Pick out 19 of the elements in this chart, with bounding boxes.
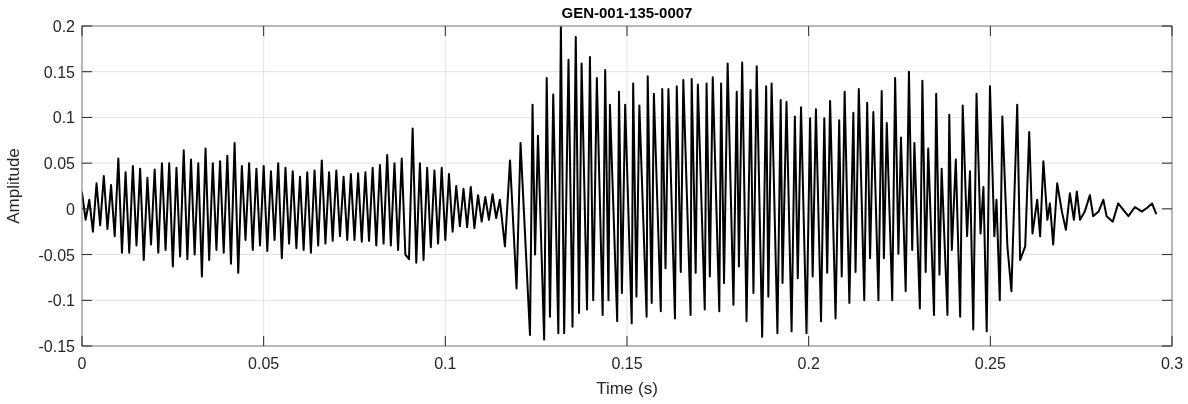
y-tick-label: 0 (66, 200, 76, 218)
x-tick-label: 0.2 (797, 355, 820, 372)
x-tick-label: 0.05 (248, 355, 280, 372)
y-tick-label: 0.15 (43, 63, 76, 81)
x-tick-label: 0.1 (434, 355, 457, 372)
y-axis-title: Amplitude (4, 148, 23, 224)
line-series (82, 25, 1158, 341)
x-tick-label: 0.25 (974, 355, 1007, 372)
x-tick-label: 0.3 (1160, 355, 1184, 372)
y-tick-label: -0.05 (38, 246, 76, 264)
chart-title: GEN-001-135-0007 (561, 4, 693, 21)
x-axis-title: Time (s) (596, 379, 658, 398)
x-tick-label: 0 (77, 355, 87, 372)
y-tick-label: 0.05 (43, 155, 76, 173)
y-tick-label: -0.15 (38, 338, 76, 355)
x-tick-label: 0.15 (611, 355, 643, 372)
y-tick-label: 0.1 (52, 109, 76, 127)
y-tick-label: 0.2 (52, 18, 76, 35)
y-tick-label: -0.1 (47, 292, 76, 310)
